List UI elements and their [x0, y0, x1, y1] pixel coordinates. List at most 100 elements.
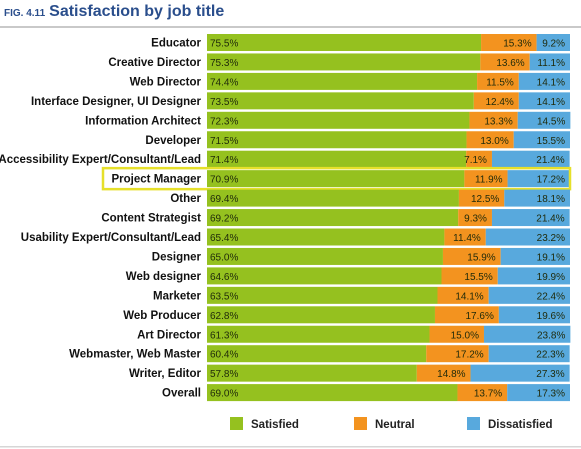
neutral-value-label: 7.1% [464, 155, 487, 166]
neutral-value-label: 15.0% [451, 330, 479, 341]
satisfied-value-label: 64.6% [210, 272, 238, 283]
satisfied-value-label: 69.2% [210, 214, 238, 225]
neutral-value-label: 13.7% [474, 389, 502, 400]
dissatisfied-value-label: 14.1% [537, 97, 565, 108]
neutral-bar [458, 189, 505, 207]
satisfied-value-label: 61.3% [210, 330, 238, 341]
bar-row-overall: Overall 69.0% 13.7% 17.3% [162, 384, 570, 402]
satisfied-bar [207, 286, 438, 304]
dissatisfied-bar [507, 384, 570, 402]
bar-row-web-producer: Web Producer 62.8% 17.6% 19.6% [123, 306, 570, 324]
bar-row-information-architect: Information Architect 72.3% 13.3% 14.5% [85, 111, 571, 129]
satisfied-bar [207, 72, 478, 90]
neutral-value-label: 13.6% [496, 58, 524, 69]
satisfied-value-label: 60.4% [210, 350, 238, 361]
dissatisfied-value-label: 11.1% [537, 58, 565, 69]
dissatisfied-value-label: 9.2% [542, 39, 565, 50]
neutral-bar [457, 384, 508, 402]
dissatisfied-value-label: 22.4% [537, 291, 565, 302]
satisfied-value-label: 71.5% [210, 136, 238, 147]
dissatisfied-bar [518, 92, 570, 110]
dissatisfied-bar [491, 209, 570, 227]
dissatisfied-bar [518, 72, 570, 90]
category-label: Accessibility Expert/Consultant/Lead [0, 154, 201, 166]
dissatisfied-value-label: 21.4% [536, 214, 564, 225]
dissatisfied-bar [485, 228, 570, 246]
satisfied-value-label: 69.0% [210, 389, 238, 400]
satisfied-bar [207, 209, 459, 227]
satisfied-value-label: 75.3% [210, 58, 238, 69]
satisfied-value-label: 65.0% [210, 252, 238, 263]
bar-row-usability-expert-consultant-lead: Usability Expert/Consultant/Lead 65.4% 11.… [21, 228, 570, 246]
category-label: Other [170, 193, 201, 205]
bar-row-designer: Designer 65.0% 15.9% 19.1% [152, 247, 570, 265]
satisfied-value-label: 74.4% [210, 77, 238, 88]
satisfied-value-label: 62.8% [210, 311, 238, 322]
satisfied-bar [207, 325, 430, 343]
satisfied-bar [207, 92, 474, 110]
dissatisfied-value-label: 15.5% [537, 136, 565, 147]
category-label: Usability Expert/Consultant/Lead [21, 232, 201, 244]
dissatisfied-value-label: 14.1% [537, 77, 565, 88]
figure-number: FIG. 4.11 [4, 8, 46, 19]
category-label: Webmaster, Web Master [69, 349, 201, 361]
neutral-value-label: 12.4% [485, 97, 513, 108]
satisfied-bar [207, 34, 482, 51]
bar-row-creative-director: Creative Director 75.3% 13.6% 11.1% [108, 53, 570, 71]
neutral-bar [441, 267, 498, 285]
dissatisfied-bar [536, 34, 570, 51]
dissatisfied-value-label: 17.2% [537, 175, 565, 186]
category-label: Project Manager [112, 174, 202, 186]
neutral-value-label: 13.0% [480, 136, 508, 147]
dissatisfied-value-label: 21.4% [536, 155, 564, 166]
neutral-value-label: 15.9% [467, 252, 495, 263]
neutral-value-label: 11.9% [475, 175, 503, 186]
dissatisfied-value-label: 18.1% [537, 194, 565, 205]
neutral-value-label: 17.6% [465, 311, 493, 322]
neutral-bar [416, 364, 471, 382]
dissatisfied-value-label: 19.1% [537, 252, 565, 263]
neutral-value-label: 14.8% [437, 369, 465, 380]
satisfied-value-label: 72.3% [210, 116, 238, 127]
bar-row-interface-designer-ui-designer: Interface Designer, UI Designer 73.5% 12.4… [31, 92, 570, 110]
category-label: Overall [162, 388, 201, 400]
dissatisfied-bar [513, 131, 570, 149]
highlight-box [101, 166, 572, 191]
satisfied-value-label: 69.4% [210, 194, 238, 205]
satisfied-bar [207, 189, 459, 207]
bar-row-web-director: Web Director 74.4% 11.5% 14.1% [130, 72, 570, 90]
neutral-value-label: 11.5% [486, 77, 514, 88]
bar-row-web-designer: Web designer 64.6% 15.5% 19.9% [126, 267, 570, 285]
satisfied-value-label: 70.9% [210, 175, 238, 186]
bar-row-art-director: Art Director 61.3% 15.0% 23.8% [137, 325, 571, 343]
category-label: Creative Director [108, 57, 201, 69]
legend-label-dissatisfied: Dissatisfied [488, 419, 553, 431]
category-label: Interface Designer, UI Designer [31, 96, 202, 108]
neutral-value-label: 17.2% [455, 350, 483, 361]
title-divider [0, 26, 581, 28]
category-label: Art Director [137, 329, 201, 341]
dissatisfied-value-label: 19.9% [537, 272, 565, 283]
satisfied-bar [207, 384, 458, 402]
satisfied-bar [207, 228, 445, 246]
legend: Satisfied Neutral Dissatisfied [230, 417, 553, 431]
dissatisfied-value-label: 14.5% [537, 116, 565, 127]
satisfied-value-label: 65.4% [210, 233, 238, 244]
neutral-bar [426, 345, 489, 363]
dissatisfied-bar [507, 170, 570, 188]
dissatisfied-bar [529, 53, 570, 71]
bottom-divider [0, 446, 581, 448]
dissatisfied-bar [498, 306, 570, 324]
satisfied-bar [207, 150, 467, 168]
dissatisfied-bar [504, 189, 570, 207]
satisfied-bar [207, 306, 435, 324]
dissatisfied-value-label: 17.3% [537, 389, 565, 400]
neutral-bar [466, 150, 492, 168]
dissatisfied-bar [488, 286, 570, 304]
satisfied-value-label: 57.8% [210, 369, 238, 380]
category-label: Web Director [130, 76, 202, 88]
satisfied-bar [207, 170, 465, 188]
neutral-bar [480, 53, 530, 71]
bar-row-developer: Developer 71.5% 13.0% 15.5% [145, 131, 570, 149]
